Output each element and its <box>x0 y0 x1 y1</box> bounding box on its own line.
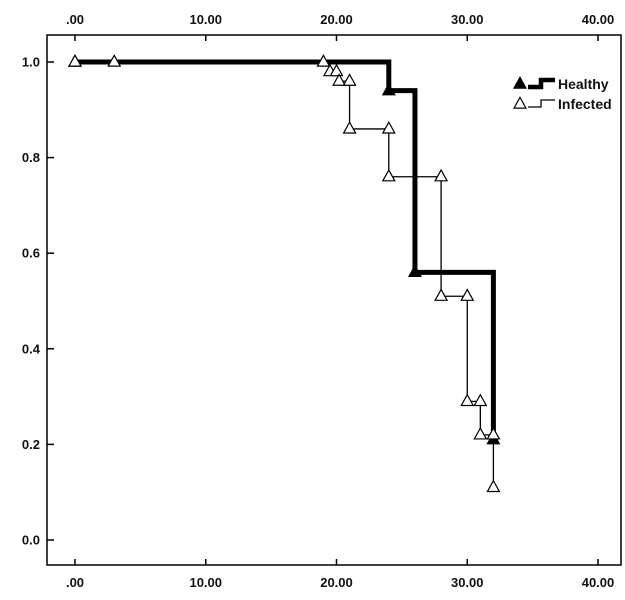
marker-infected <box>460 393 475 407</box>
marker-infected <box>434 168 449 182</box>
y-tick-label: 0.4 <box>22 341 41 356</box>
legend-marker-healthy <box>512 76 528 89</box>
marker-infected <box>486 426 501 440</box>
x-tick-label-bottom: 40.00 <box>582 575 615 590</box>
left-y-axis: 0.0 0.2 0.4 0.6 0.8 1.0 <box>22 55 54 548</box>
x-tick-label-bottom: 10.00 <box>189 575 222 590</box>
y-tick-label: 1.0 <box>22 55 40 70</box>
marker-infected <box>473 393 488 407</box>
series-line-healthy <box>75 59 496 440</box>
marker-infected <box>107 54 122 67</box>
x-tick-label-bottom: .00 <box>66 575 84 590</box>
x-tick-label-top: 10.00 <box>189 12 222 27</box>
legend-marker-infected <box>512 96 528 109</box>
x-tick-label-top: 20.00 <box>320 12 353 27</box>
marker-infected <box>473 426 488 440</box>
legend-line-healthy <box>528 77 555 90</box>
legend-label-infected: Infected <box>558 96 612 112</box>
series-layer <box>75 59 496 488</box>
marker-infected <box>381 168 396 182</box>
marker-infected <box>486 479 501 493</box>
marker-healthy <box>407 264 422 278</box>
plot-frame <box>46 34 622 566</box>
y-tick-label: 0.0 <box>22 533 40 548</box>
marker-infected <box>332 73 347 86</box>
marker-infected <box>381 120 396 134</box>
marker-healthy <box>381 82 396 96</box>
x-tick-label-top: 40.00 <box>582 12 615 27</box>
marker-infected <box>342 73 357 86</box>
legend-label-healthy: Healthy <box>558 76 609 92</box>
x-tick-label-bottom: 20.00 <box>320 575 353 590</box>
top-x-axis: .00 10.00 20.00 30.00 40.00 <box>66 12 614 41</box>
bottom-x-axis: .00 10.00 20.00 30.00 40.00 <box>66 559 614 590</box>
marker-layer <box>67 54 501 493</box>
marker-infected <box>67 54 83 67</box>
x-tick-label-top: 30.00 <box>451 12 484 27</box>
legend: Healthy Infected <box>512 76 612 112</box>
marker-infected <box>342 120 357 134</box>
x-tick-label-bottom: 30.00 <box>451 575 484 590</box>
y-tick-label: 0.2 <box>22 437 40 452</box>
x-tick-label-top: .00 <box>66 12 84 27</box>
y-tick-label: 0.6 <box>22 246 40 261</box>
marker-infected <box>434 288 449 301</box>
y-tick-label: 0.8 <box>22 150 40 165</box>
marker-infected <box>460 288 475 301</box>
legend-line-infected <box>528 99 555 108</box>
marker-infected <box>329 63 344 77</box>
marker-infected <box>316 54 331 67</box>
